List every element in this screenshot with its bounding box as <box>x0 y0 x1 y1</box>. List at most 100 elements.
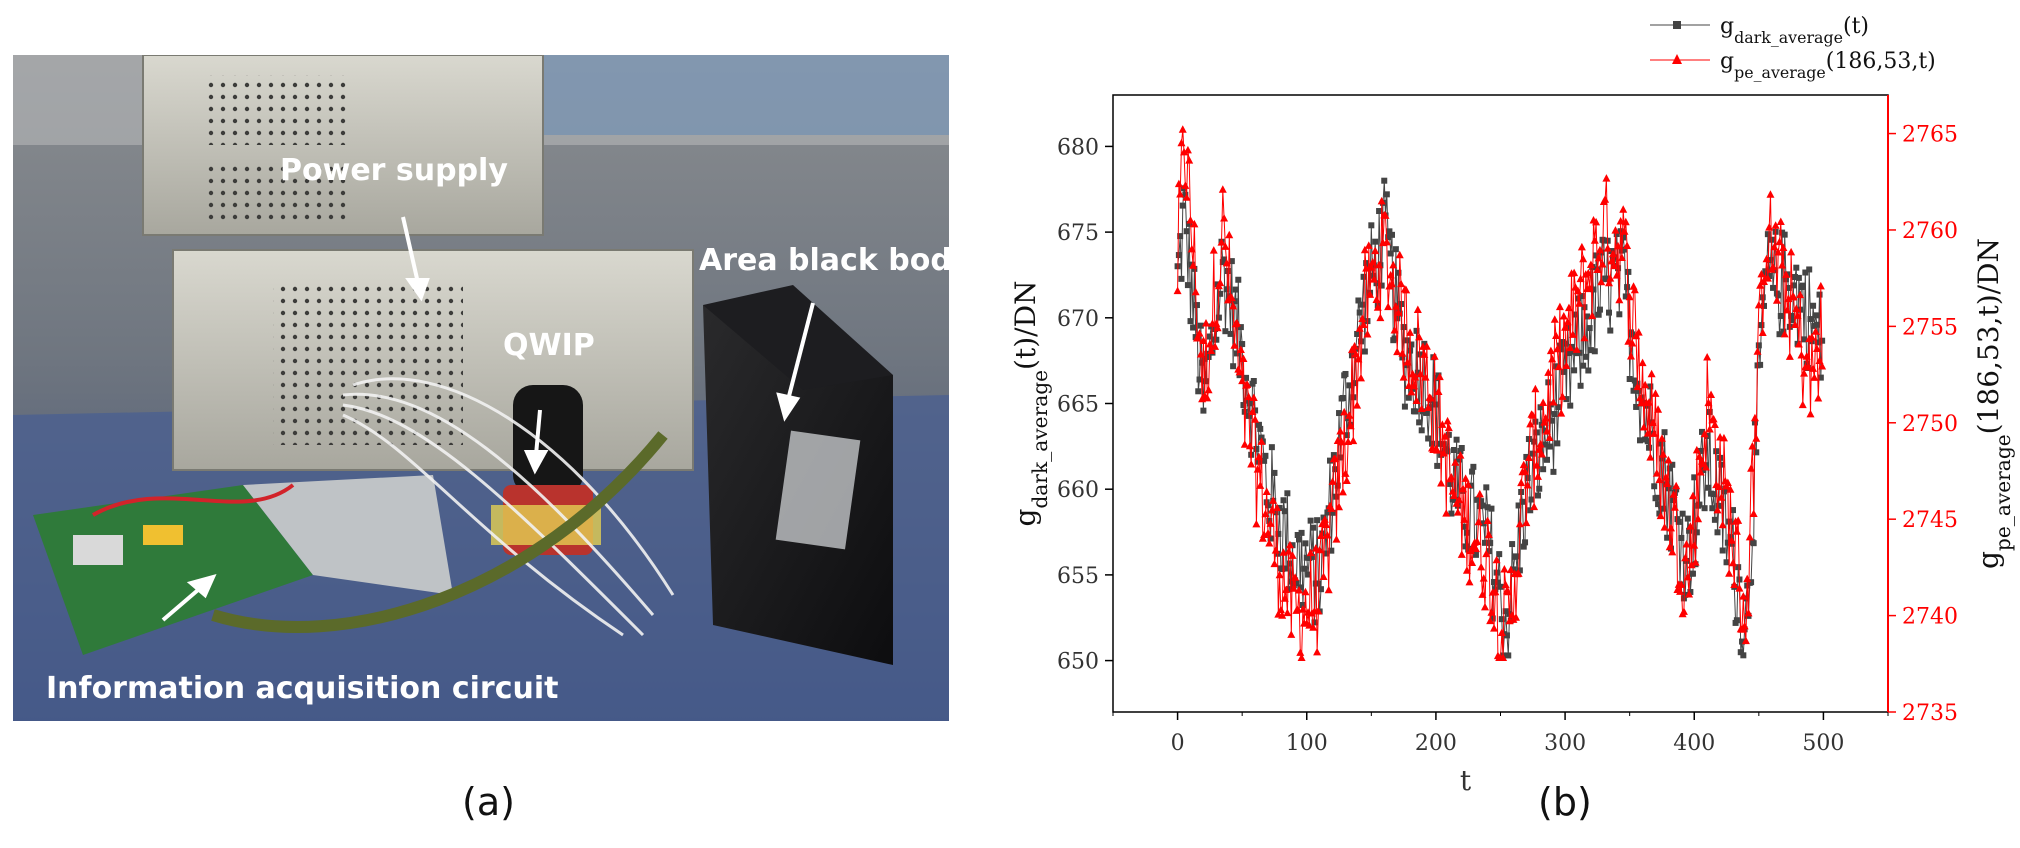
point-dark-average <box>1228 258 1235 265</box>
point-dark-average <box>1612 254 1619 261</box>
point-pe-average <box>1533 472 1542 480</box>
point-dark-average <box>1431 401 1438 408</box>
point-dark-average <box>1505 652 1512 659</box>
point-pe-average <box>1694 514 1703 523</box>
x-tick-label: 200 <box>1415 731 1457 756</box>
point-dark-average <box>1631 377 1638 384</box>
point-pe-average <box>1320 515 1329 523</box>
point-pe-average <box>1340 407 1349 416</box>
point-dark-average <box>1606 309 1612 316</box>
point-dark-average <box>1715 502 1722 509</box>
point-pe-average <box>1657 434 1666 442</box>
point-pe-average <box>1695 452 1704 460</box>
point-dark-average <box>1793 264 1800 271</box>
point-pe-average <box>1651 389 1660 397</box>
point-pe-average <box>1461 474 1470 482</box>
point-pe-average <box>1456 451 1465 459</box>
point-pe-average <box>1791 320 1799 328</box>
point-pe-average <box>1792 304 1801 313</box>
information-acquisition-circuit <box>33 485 313 655</box>
info-circuit-label: Information acquisition circuit <box>46 671 558 706</box>
point-pe-average <box>1252 519 1261 528</box>
point-dark-average <box>1737 649 1744 656</box>
point-dark-average <box>1810 302 1817 309</box>
point-dark-average <box>1203 378 1209 385</box>
point-pe-average <box>1426 393 1435 402</box>
point-dark-average <box>1262 452 1269 459</box>
point-pe-average <box>1549 398 1558 406</box>
point-pe-average <box>1555 302 1564 311</box>
point-dark-average <box>1522 539 1529 546</box>
point-pe-average <box>1202 319 1210 327</box>
point-dark-average <box>1572 311 1579 318</box>
point-pe-average <box>1621 217 1630 226</box>
point-dark-average <box>1816 291 1823 298</box>
point-pe-average <box>1752 434 1761 442</box>
point-dark-average <box>1487 540 1494 547</box>
point-dark-average <box>1177 233 1184 240</box>
point-dark-average <box>1660 505 1667 512</box>
point-pe-average <box>1526 419 1535 428</box>
point-pe-average <box>1532 461 1541 469</box>
point-pe-average <box>1514 569 1523 577</box>
point-pe-average <box>1639 423 1648 431</box>
point-dark-average <box>1288 578 1295 585</box>
point-pe-average <box>1360 245 1369 254</box>
point-dark-average <box>1489 615 1496 622</box>
point-dark-average <box>1308 553 1315 560</box>
point-pe-average <box>1723 478 1732 486</box>
point-pe-average <box>1450 491 1458 499</box>
point-dark-average <box>1305 571 1312 578</box>
point-pe-average <box>1749 509 1758 518</box>
point-dark-average <box>1776 331 1783 338</box>
point-dark-average <box>1565 350 1572 357</box>
point-dark-average <box>1246 400 1253 407</box>
point-dark-average <box>1817 374 1824 381</box>
point-pe-average <box>1372 295 1381 304</box>
point-dark-average <box>1585 367 1592 374</box>
point-pe-average <box>1615 295 1624 304</box>
legend-marker-pe <box>1672 54 1682 64</box>
point-pe-average <box>1524 453 1533 462</box>
point-pe-average <box>1717 493 1726 501</box>
point-dark-average <box>1483 484 1490 491</box>
point-dark-average <box>1285 586 1292 593</box>
legend-label-dark: gdark_average(t) <box>1720 14 1869 47</box>
point-dark-average <box>1806 266 1813 273</box>
point-pe-average <box>1643 429 1652 437</box>
point-pe-average <box>1438 420 1447 428</box>
point-dark-average <box>1781 231 1788 238</box>
point-pe-average <box>1182 193 1191 201</box>
point-pe-average <box>1282 585 1291 594</box>
point-dark-average <box>1451 447 1457 454</box>
point-pe-average <box>1264 528 1272 537</box>
point-pe-average <box>1579 254 1588 263</box>
legend-marker-dark <box>1673 21 1681 29</box>
point-pe-average <box>1233 318 1241 327</box>
point-pe-average <box>1522 518 1531 527</box>
point-dark-average <box>1187 318 1194 325</box>
point-dark-average <box>1299 601 1306 608</box>
point-dark-average <box>1509 541 1516 548</box>
point-pe-average <box>1189 261 1198 269</box>
point-pe-average <box>1594 253 1603 262</box>
point-pe-average <box>1802 352 1811 360</box>
point-pe-average <box>1497 628 1506 637</box>
point-pe-average <box>1375 260 1384 269</box>
point-dark-average <box>1279 566 1286 573</box>
point-pe-average <box>1422 342 1431 350</box>
point-dark-average <box>1488 505 1495 512</box>
point-pe-average <box>1337 437 1346 446</box>
point-pe-average <box>1625 292 1634 301</box>
axes: 0 100 200 300 400 500 650 655 660 665 670 675 680 273… <box>1009 94 2015 797</box>
point-dark-average <box>1533 429 1540 436</box>
point-pe-average <box>1368 257 1377 266</box>
point-pe-average <box>1185 156 1194 164</box>
point-pe-average <box>1686 522 1695 530</box>
point-pe-average <box>1607 256 1616 265</box>
point-dark-average <box>1682 591 1689 598</box>
point-pe-average <box>1769 262 1778 271</box>
point-dark-average <box>1243 374 1250 381</box>
point-dark-average <box>1280 497 1287 504</box>
y-right-tick-label: 2750 <box>1902 412 1958 437</box>
